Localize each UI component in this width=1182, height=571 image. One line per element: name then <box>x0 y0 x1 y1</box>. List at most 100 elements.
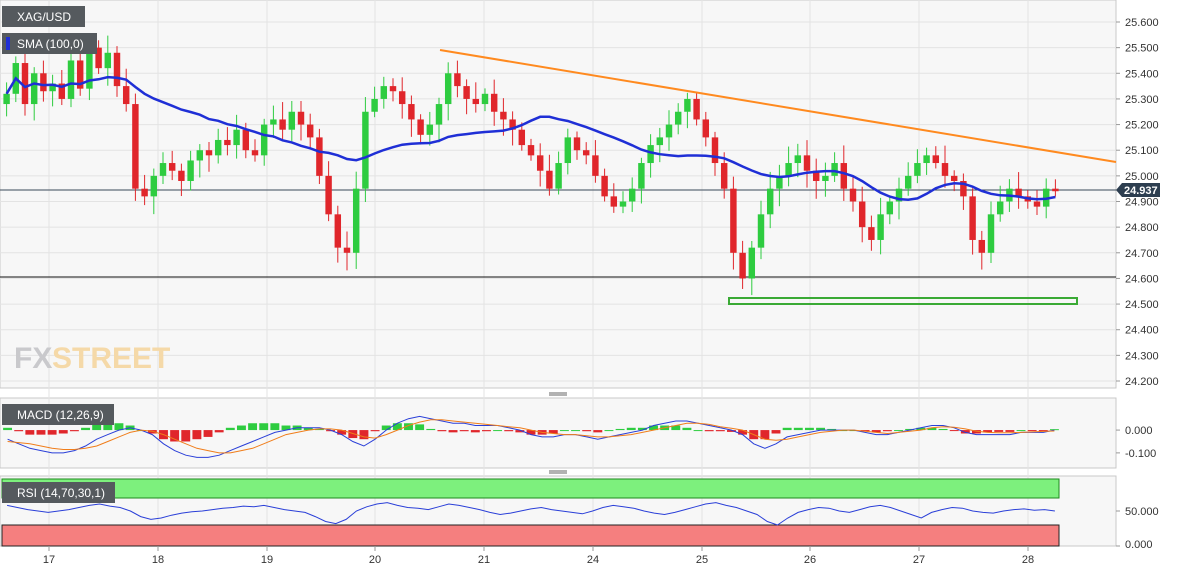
candle-body[interactable] <box>702 119 710 138</box>
pane-resize-handle-1[interactable] <box>549 392 567 396</box>
candle-body[interactable] <box>481 93 489 105</box>
candle-body[interactable] <box>426 124 434 135</box>
candle-body[interactable] <box>343 247 351 253</box>
candle-body[interactable] <box>812 170 820 181</box>
macd-label[interactable]: MACD (12,26,9) <box>2 404 114 425</box>
candle-body[interactable] <box>941 163 949 176</box>
candle-body[interactable] <box>316 137 323 176</box>
candle-body[interactable] <box>803 155 811 171</box>
candle-body[interactable] <box>730 188 737 253</box>
candle-body[interactable] <box>67 60 75 99</box>
rsi-line[interactable] <box>7 502 1055 526</box>
candle-body[interactable] <box>463 86 470 99</box>
candle-body[interactable] <box>3 93 10 105</box>
candle-body[interactable] <box>408 104 415 120</box>
candle-body[interactable] <box>454 73 461 87</box>
candle-body[interactable] <box>886 201 894 215</box>
candle-body[interactable] <box>113 52 121 87</box>
candle-body[interactable] <box>389 86 397 92</box>
candle-body[interactable] <box>270 119 277 125</box>
candle-body[interactable] <box>40 73 47 92</box>
candle-body[interactable] <box>546 170 553 189</box>
macd-signal-line[interactable] <box>7 419 1055 454</box>
candle-body[interactable] <box>601 175 608 197</box>
candle-body[interactable] <box>1033 201 1041 207</box>
candle-body[interactable] <box>178 170 185 181</box>
candle-body[interactable] <box>950 175 958 181</box>
candle-body[interactable] <box>555 163 562 189</box>
candle-body[interactable] <box>435 104 443 125</box>
candle-body[interactable] <box>785 163 792 176</box>
candle-body[interactable] <box>693 98 700 120</box>
candle-body[interactable] <box>362 111 369 189</box>
candle-body[interactable] <box>628 188 636 202</box>
candle-body[interactable] <box>638 163 645 189</box>
rsi-label[interactable]: RSI (14,70,30,1) <box>2 482 115 503</box>
candle-body[interactable] <box>490 93 498 112</box>
candle-body[interactable] <box>472 98 480 105</box>
candle-body[interactable] <box>334 214 342 248</box>
candle-body[interactable] <box>205 150 213 156</box>
sma-label[interactable]: SMA (100,0) <box>2 33 97 54</box>
descending-trendline[interactable] <box>439 49 1117 163</box>
candle-body[interactable] <box>168 163 176 171</box>
candle-body[interactable] <box>242 129 250 151</box>
candle-body[interactable] <box>610 196 618 207</box>
sma-100-line[interactable] <box>5 75 1056 201</box>
candle-body[interactable] <box>720 163 728 189</box>
candle-body[interactable] <box>978 239 986 253</box>
candle-body[interactable] <box>923 155 930 164</box>
candle-body[interactable] <box>665 124 673 138</box>
candle-body[interactable] <box>1052 188 1059 192</box>
candle-body[interactable] <box>398 91 406 105</box>
candle-body[interactable] <box>822 175 829 181</box>
candle-body[interactable] <box>380 86 388 99</box>
candle-body[interactable] <box>86 47 93 89</box>
candle-body[interactable] <box>932 155 940 164</box>
candle-body[interactable] <box>233 129 240 146</box>
candle-body[interactable] <box>306 124 314 138</box>
candle-body[interactable] <box>196 150 204 161</box>
candle-body[interactable] <box>95 47 102 69</box>
candle-body[interactable] <box>849 188 857 202</box>
candle-body[interactable] <box>794 155 802 164</box>
candle-body[interactable] <box>49 83 56 92</box>
candle-body[interactable] <box>260 124 268 156</box>
candle-body[interactable] <box>214 139 222 156</box>
candle-body[interactable] <box>1015 188 1022 197</box>
candle-body[interactable] <box>766 188 774 215</box>
candle-body[interactable] <box>877 214 884 240</box>
candle-body[interactable] <box>674 111 682 125</box>
candle-body[interactable] <box>352 188 360 253</box>
candle-body[interactable] <box>748 247 756 279</box>
candle-body[interactable] <box>141 188 148 197</box>
candle-body[interactable] <box>656 137 664 146</box>
pane-resize-handle-2[interactable] <box>549 470 567 474</box>
candle-body[interactable] <box>564 137 572 164</box>
candle-body[interactable] <box>325 175 332 215</box>
candle-body[interactable] <box>895 188 903 202</box>
candle-body[interactable] <box>159 163 167 176</box>
candle-body[interactable] <box>279 119 286 130</box>
candle-body[interactable] <box>518 129 526 146</box>
candle-body[interactable] <box>960 180 967 197</box>
support-zone-box[interactable] <box>728 297 1078 305</box>
candle-body[interactable] <box>122 86 130 105</box>
candle-body[interactable] <box>371 98 378 112</box>
candle-body[interactable] <box>868 227 875 240</box>
candle-body[interactable] <box>647 145 654 164</box>
candle-body[interactable] <box>858 201 866 228</box>
candle-body[interactable] <box>831 163 838 176</box>
candle-body[interactable] <box>132 104 139 189</box>
candle-body[interactable] <box>739 252 746 279</box>
candle-body[interactable] <box>509 119 516 130</box>
candle-body[interactable] <box>30 73 38 105</box>
candle-body[interactable] <box>150 175 158 197</box>
candle-body[interactable] <box>840 163 848 189</box>
candle-body[interactable] <box>592 155 599 176</box>
candle-body[interactable] <box>288 111 296 130</box>
candle-body[interactable] <box>417 119 424 135</box>
symbol-label[interactable]: XAG/USD <box>2 6 85 27</box>
candle-body[interactable] <box>224 139 231 146</box>
